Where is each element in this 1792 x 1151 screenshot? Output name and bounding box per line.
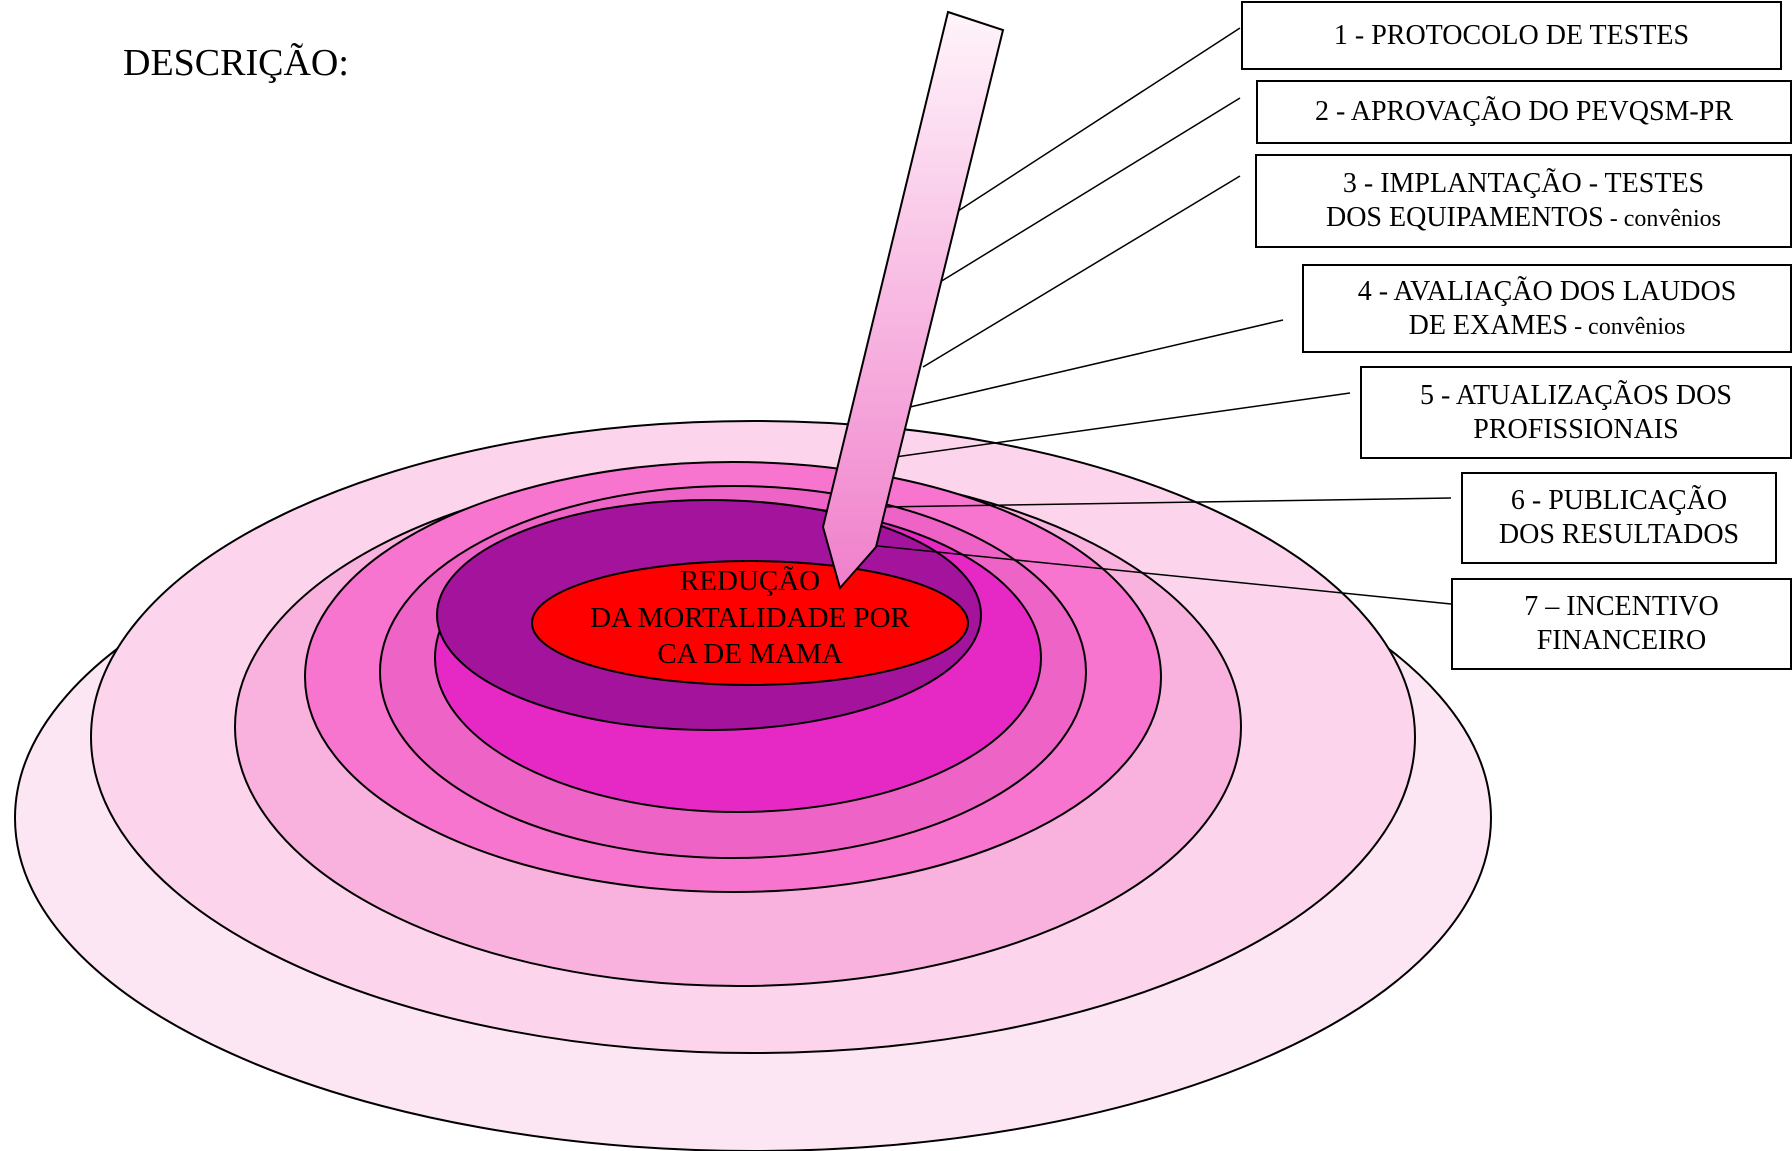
step-box-3: 3 - IMPLANTAÇÃO - TESTES DOS EQUIPAMENTO… (1255, 154, 1792, 248)
leader-line-3 (922, 175, 1241, 368)
step-title: 6 - PUBLICAÇÃO (1510, 485, 1728, 517)
center-label-line: REDUÇÃO (679, 565, 821, 597)
step-subtitle-main: DOS EQUIPAMENTOS (1325, 202, 1604, 233)
leader-line-6 (879, 497, 1452, 508)
step-subtitle: DOS RESULTADOS (1498, 519, 1740, 550)
step-title: 7 – INCENTIVO (1524, 591, 1719, 623)
arrow-icon (821, 10, 1005, 591)
leader-line-5 (894, 392, 1351, 458)
center-target (531, 560, 969, 686)
step-subtitle-note: - convênios (1568, 313, 1686, 340)
step-title: 1 - PROTOCOLO DE TESTES (1333, 19, 1690, 51)
step-title: 4 - AVALIAÇÃO DOS LAUDOS (1357, 275, 1737, 307)
step-subtitle-note: - convênios (1603, 206, 1722, 232)
step-subtitle: DE EXAMES - convênios (1409, 309, 1686, 343)
leader-line-1 (954, 27, 1241, 214)
center-label-line: CA DE MAMA (657, 638, 843, 671)
step-title: 2 - APROVAÇÃO DO PEVQSM-PR (1314, 96, 1734, 128)
leader-lines (867, 27, 1452, 605)
center-label: REDUÇÃO DA MORTALIDADE POR CA DE MAMA (530, 563, 970, 673)
step-subtitle-main: DE EXAMES (1408, 309, 1569, 341)
step-subtitle: PROFISSIONAIS (1473, 413, 1679, 445)
step-title: 3 - IMPLANTAÇÃO - TESTES (1342, 168, 1705, 200)
page-heading: DESCRIÇÃO: (123, 42, 349, 84)
step-box-4: 4 - AVALIAÇÃO DOS LAUDOS DE EXAMES - con… (1302, 264, 1792, 353)
step-box-5: 5 - ATUALIZAÇÃOS DOS PROFISSIONAIS (1360, 366, 1792, 459)
step-box-6: 6 - PUBLICAÇÃO DOS RESULTADOS (1461, 472, 1777, 564)
center-label-line: DA MORTALIDADE POR (590, 601, 910, 634)
leader-line-7 (867, 544, 1452, 605)
step-title: 5 - ATUALIZAÇÃOS DOS (1420, 379, 1732, 411)
step-subtitle: DOS EQUIPAMENTOS - convênios (1326, 201, 1721, 235)
leader-line-2 (939, 97, 1241, 283)
leader-line-4 (909, 319, 1284, 408)
step-box-2: 2 - APROVAÇÃO DO PEVQSM-PR (1256, 80, 1792, 144)
step-box-7: 7 – INCENTIVO FINANCEIRO (1451, 578, 1792, 670)
step-box-1: 1 - PROTOCOLO DE TESTES (1241, 1, 1782, 70)
step-subtitle: FINANCEIRO (1536, 625, 1707, 656)
